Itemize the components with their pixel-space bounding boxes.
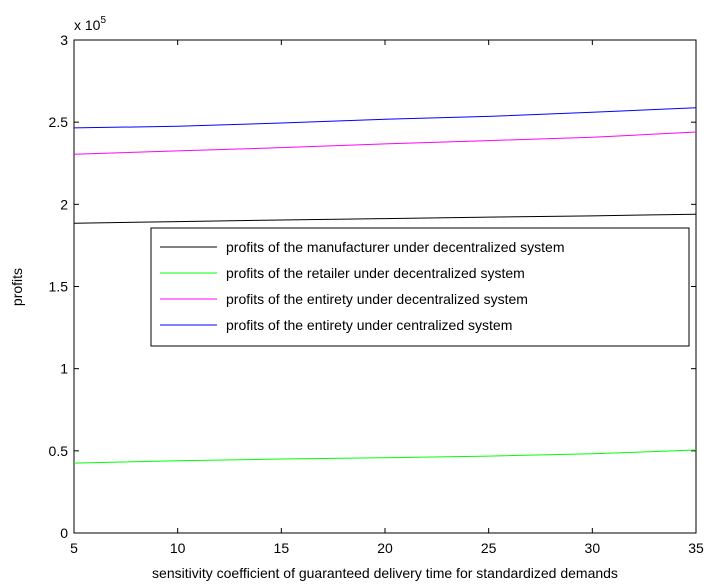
y-tick-label: 2.5 xyxy=(49,114,69,130)
y-tick-label: 0 xyxy=(60,525,68,541)
y-tick-label: 0.5 xyxy=(49,443,69,459)
series-line-1 xyxy=(73,213,697,224)
legend-label-1: profits of the manufacturer under decent… xyxy=(226,239,565,255)
y-axis-multiplier-base: x 10 xyxy=(74,17,101,33)
x-tick-label: 30 xyxy=(585,540,601,556)
x-tick-label: 25 xyxy=(481,540,497,556)
x-tick-label: 15 xyxy=(274,540,290,556)
y-tick-label: 2 xyxy=(60,196,68,212)
x-axis-label: sensitivity coefficient of guaranteed de… xyxy=(152,565,618,581)
y-axis-multiplier-exponent: 5 xyxy=(100,15,106,26)
series-line-2 xyxy=(73,449,697,464)
series-line-3 xyxy=(73,131,697,155)
x-tick-label: 10 xyxy=(170,540,186,556)
series-line-4 xyxy=(73,107,697,129)
legend-label-4: profits of the entirety under centralize… xyxy=(226,317,512,333)
legend-box xyxy=(150,227,690,347)
y-axis-multiplier: x 105 xyxy=(74,15,106,33)
x-tick-label: 20 xyxy=(377,540,393,556)
x-axis-ticks: 5 10 15 20 25 30 35 xyxy=(70,40,704,556)
y-tick-label: 1.5 xyxy=(49,279,69,295)
y-axis-label: profits xyxy=(9,268,25,306)
x-tick-label: 35 xyxy=(688,540,704,556)
y-axis-ticks: 0 0.5 1 1.5 2 2.5 3 xyxy=(49,32,696,541)
legend-label-2: profits of the retailer under decentrali… xyxy=(226,265,525,281)
y-tick-label: 3 xyxy=(60,32,68,48)
legend: profits of the manufacturer under decent… xyxy=(150,227,690,347)
x-tick-label: 5 xyxy=(70,540,78,556)
series-lines xyxy=(73,107,697,464)
legend-label-3: profits of the entirety under decentrali… xyxy=(226,291,528,307)
y-tick-label: 1 xyxy=(60,361,68,377)
